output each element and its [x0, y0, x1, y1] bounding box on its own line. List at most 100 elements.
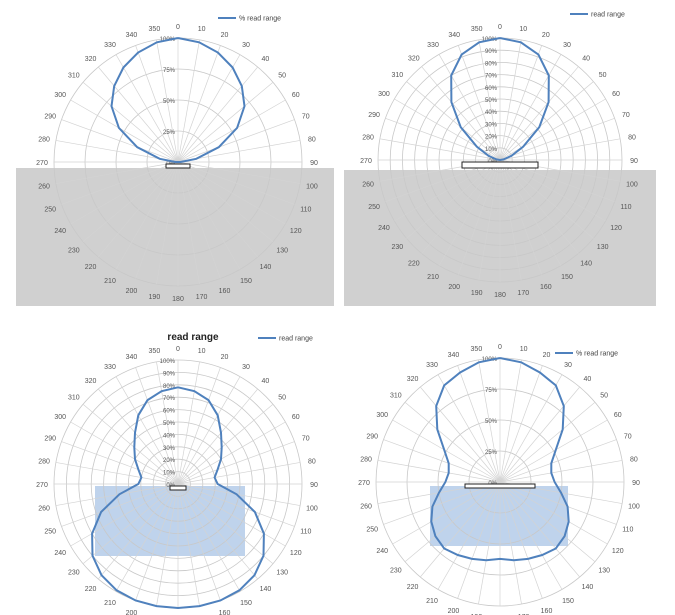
- angle-label: 160: [540, 284, 552, 291]
- angle-label: 140: [580, 261, 592, 268]
- angle-label: 50: [278, 73, 286, 80]
- legend-label: read range: [279, 336, 313, 343]
- angle-label: 350: [471, 346, 483, 353]
- spoke-line: [177, 66, 258, 163]
- spoke-line: [156, 161, 179, 285]
- spoke-line: [177, 119, 295, 163]
- spoke-line: [499, 481, 563, 590]
- spoke-line: [61, 483, 179, 527]
- spoke-line: [156, 483, 179, 607]
- angle-label: 350: [471, 26, 483, 33]
- radial-tick-label: 60%: [485, 86, 498, 92]
- spoke-line: [82, 161, 179, 242]
- angle-label: 190: [471, 290, 483, 297]
- spoke-line: [499, 66, 579, 161]
- spoke-line: [499, 159, 594, 239]
- spoke-line: [61, 161, 179, 205]
- spoke-line: [478, 481, 501, 605]
- spoke-line: [499, 481, 617, 525]
- spoke-line: [70, 161, 179, 225]
- angle-label: 10: [198, 348, 206, 355]
- spoke-line: [177, 483, 221, 601]
- spoke-line: [457, 45, 501, 161]
- polar-chart-2: 0 10 20 30 40 50 60 70 80 90 100 110 120 130 140 150 160…: [344, 12, 656, 306]
- spoke-line: [156, 361, 179, 485]
- angle-label: 130: [276, 247, 288, 254]
- radial-tick-label: 30%: [485, 122, 498, 128]
- spoke-line: [177, 483, 295, 527]
- radial-tick-label: 90%: [485, 49, 498, 55]
- angle-label: 0: [176, 24, 180, 31]
- spoke-line: [70, 421, 179, 485]
- angle-label: 90: [310, 160, 318, 167]
- angle-label: 50: [599, 72, 607, 79]
- spoke-line: [392, 481, 501, 545]
- angle-label: 240: [54, 228, 66, 235]
- angle-label: 10: [520, 346, 528, 353]
- angle-label: 30: [242, 364, 250, 371]
- angle-label: 320: [85, 56, 97, 63]
- spoke-line: [115, 483, 179, 592]
- angle-label: 300: [54, 92, 66, 99]
- angle-label: 140: [260, 586, 272, 593]
- angle-label: 110: [620, 204, 631, 211]
- angle-label: 290: [368, 112, 380, 119]
- angle-label: 250: [44, 207, 56, 214]
- spoke-line: [70, 99, 179, 163]
- spoke-line: [98, 66, 179, 163]
- spoke-line: [177, 161, 258, 258]
- angle-label: 240: [54, 550, 66, 557]
- spoke-line: [437, 481, 501, 590]
- angle-label: 80: [628, 135, 636, 142]
- angle-label: 200: [448, 284, 460, 291]
- angle-label: 170: [196, 294, 208, 301]
- angle-label: 120: [290, 228, 302, 235]
- spoke-line: [379, 138, 501, 161]
- spoke-line: [135, 45, 179, 163]
- angle-label: 210: [104, 600, 116, 607]
- spoke-line: [177, 367, 221, 485]
- spoke-line: [499, 45, 543, 161]
- radial-tick-label: 90%: [163, 371, 176, 377]
- spoke-line: [177, 441, 295, 485]
- angle-label: 210: [426, 598, 438, 605]
- angle-label: 90: [632, 480, 640, 487]
- angle-label: 240: [378, 225, 390, 232]
- spoke-line: [98, 161, 179, 258]
- radial-tick-label: 70%: [485, 74, 498, 80]
- spoke-line: [177, 483, 274, 564]
- angle-label: 340: [126, 32, 138, 39]
- angle-label: 280: [360, 456, 372, 463]
- angle-label: 220: [85, 264, 97, 271]
- spoke-line: [55, 483, 179, 506]
- angle-label: 190: [471, 614, 483, 615]
- radial-tick-label: 40%: [485, 110, 498, 116]
- angle-label: 200: [448, 608, 460, 615]
- spoke-line: [499, 402, 596, 483]
- angle-label: 300: [54, 414, 66, 421]
- spoke-line: [406, 159, 501, 239]
- angle-label: 280: [362, 135, 374, 142]
- spoke-line: [404, 481, 501, 562]
- angle-label: 330: [426, 362, 438, 369]
- angle-label: 60: [614, 412, 622, 419]
- spoke-line: [177, 161, 274, 242]
- angle-label: 90: [630, 158, 638, 165]
- series-line: [430, 357, 570, 562]
- spoke-line: [499, 481, 543, 599]
- angle-label: 310: [68, 73, 80, 80]
- angle-label: 100: [306, 506, 318, 513]
- spoke-line: [377, 460, 501, 483]
- angle-label: 70: [624, 433, 632, 440]
- angle-label: 300: [376, 412, 388, 419]
- spoke-line: [394, 159, 501, 222]
- angle-label: 330: [104, 364, 116, 371]
- angle-label: 270: [36, 482, 48, 489]
- spoke-line: [177, 161, 241, 270]
- spoke-line: [135, 483, 179, 601]
- angle-label: 170: [517, 290, 529, 297]
- spoke-line: [177, 161, 295, 205]
- radial-tick-label: 40%: [163, 433, 176, 439]
- spoke-line: [115, 376, 179, 485]
